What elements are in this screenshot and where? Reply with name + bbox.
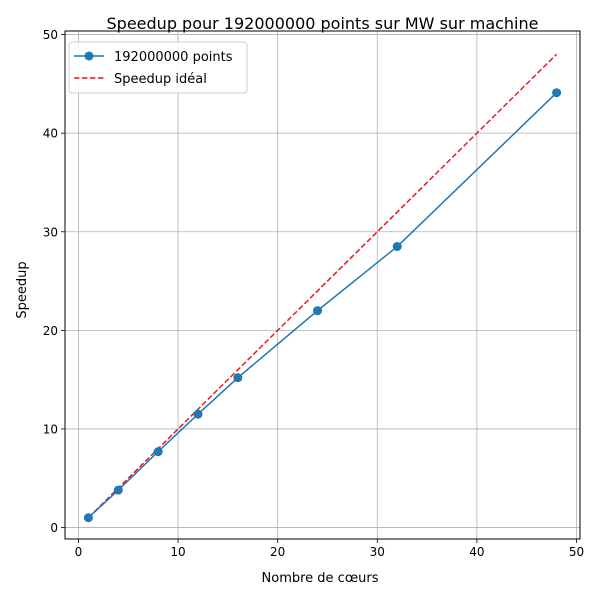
y-tick-label: 20 [43,324,58,338]
y-tick-label: 50 [43,28,58,42]
axis-ticks: 0 10 20 30 40 50 0 10 20 30 40 50 [43,28,584,559]
x-axis-label: Nombre de cœurs [262,571,379,586]
y-axis-label: Speedup [15,261,30,318]
data-point-marker [392,242,402,252]
data-point-marker [153,447,163,457]
y-tick-label: 10 [43,422,58,436]
x-tick-label: 0 [75,545,83,559]
data-point-marker [233,373,243,383]
y-tick-label: 30 [43,225,58,239]
data-point-marker [83,513,93,523]
x-tick-label: 20 [270,545,285,559]
grid [65,31,580,539]
measured-speedup-line [87,92,558,519]
y-tick-label: 40 [43,127,58,141]
x-tick-label: 50 [569,545,584,559]
plot-series [83,53,562,523]
legend: 192000000 points Speedup idéal [68,41,248,94]
data-point-marker [313,306,323,316]
data-point-marker [552,88,562,98]
data-point-marker [113,485,123,495]
legend-label-ideal: Speedup idéal [114,72,207,87]
plot-frame [64,30,581,540]
x-tick-label: 10 [170,545,185,559]
legend-marker-measured [84,51,94,61]
x-tick-label: 40 [469,545,484,559]
data-point-marker [193,409,203,419]
y-tick-label: 0 [50,521,58,535]
x-tick-label: 30 [370,545,385,559]
ideal-speedup-line [87,53,558,519]
chart-title: Speedup pour 192000000 points sur MW sur… [107,14,539,33]
legend-box [68,41,248,94]
legend-label-measured: 192000000 points [114,50,233,65]
